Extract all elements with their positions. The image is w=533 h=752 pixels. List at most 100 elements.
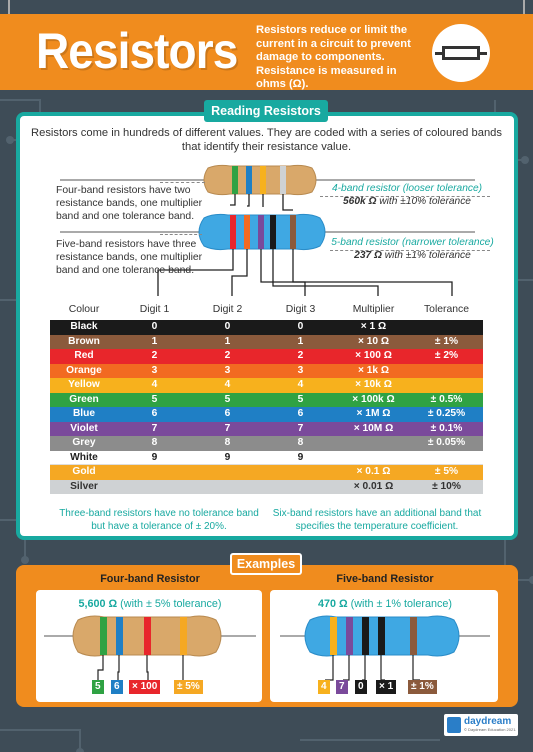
band-chip: 5 (92, 680, 104, 694)
digit-1-cell (118, 479, 191, 494)
table-row: Orange 3 3 3 × 1k Ω (50, 363, 483, 378)
colour-cell: Orange (50, 363, 118, 378)
colour-cell: Green (50, 392, 118, 407)
tolerance-cell (410, 320, 483, 335)
colour-cell: Red (50, 349, 118, 364)
header-digit-2: Digit 2 (212, 304, 243, 315)
digit-3-cell: 0 (264, 320, 337, 335)
digit-3-cell: 7 (264, 421, 337, 436)
hanger-hook-left (8, 0, 10, 16)
digit-1-cell (118, 465, 191, 480)
digit-3-cell: 4 (264, 378, 337, 393)
five-band-example-title: Five-band Resistor (336, 573, 434, 585)
digit-1-cell: 6 (118, 407, 191, 422)
tolerance-cell: ± 2% (410, 349, 483, 364)
digit-3-cell: 6 (264, 407, 337, 422)
five-band-example-value: 470 Ω (with ± 1% tolerance) (275, 598, 495, 610)
tolerance-cell (410, 378, 483, 393)
reading-intro: Resistors come in hundreds of different … (31, 127, 502, 153)
four-band-example-tolerance: (with ± 5% tolerance) (117, 598, 222, 610)
digit-1-cell: 0 (118, 320, 191, 335)
table-row: Blue 6 6 6 × 1M Ω ± 0.25% (50, 407, 483, 422)
five-band-pointer (160, 234, 202, 235)
header-multiplier: Multiplier (352, 304, 395, 315)
header-digit-3: Digit 3 (285, 304, 316, 315)
digit-1-cell: 2 (118, 349, 191, 364)
digit-2-cell: 9 (191, 450, 264, 465)
tolerance-cell: ± 1% (410, 334, 483, 349)
table-row: Black 0 0 0 × 1 Ω (50, 320, 483, 335)
digit-3-cell (264, 479, 337, 494)
examples-title: Examples (230, 553, 302, 575)
multiplier-cell: × 100k Ω (337, 392, 410, 407)
digit-2-cell: 0 (191, 320, 264, 335)
colour-cell: Gold (50, 465, 118, 480)
header-description: Resistors reduce or limit the current in… (256, 24, 411, 90)
table-row: Yellow 4 4 4 × 10k Ω (50, 378, 483, 393)
colour-cell: Silver (50, 479, 118, 494)
daydream-logo-icon (447, 717, 461, 733)
hanger-hook-right (523, 0, 525, 16)
four-band-callout: 4-band resistor (looser tolerance) 560k … (322, 182, 492, 208)
digit-3-cell: 8 (264, 436, 337, 451)
multiplier-cell: × 10 Ω (337, 334, 410, 349)
band-chip: × 1 (376, 680, 397, 694)
five-band-callout-title: 5-band resistor (narrower tolerance) (331, 237, 494, 248)
multiplier-cell: × 0.1 Ω (337, 465, 410, 480)
tolerance-cell: ± 0.05% (410, 436, 483, 451)
digit-2-cell: 7 (191, 421, 264, 436)
multiplier-cell (337, 436, 410, 451)
reading-resistors-title: Reading Resistors (204, 100, 328, 122)
table-row: Green 5 5 5 × 100k Ω ± 0.5% (50, 392, 483, 407)
band-chip: ± 5% (174, 680, 203, 694)
tolerance-cell: ± 0.5% (410, 392, 483, 407)
multiplier-cell: × 10k Ω (337, 378, 410, 393)
digit-2-cell: 8 (191, 436, 264, 451)
logo-copyright: © Daydream Education 2021. All rights re… (464, 727, 516, 732)
table-row: Silver × 0.01 Ω ± 10% (50, 479, 483, 494)
five-band-callout-rest: with ±1% tolerance (381, 250, 471, 261)
colour-cell: Violet (50, 421, 118, 436)
tolerance-cell (410, 450, 483, 465)
header-tolerance: Tolerance (423, 304, 470, 315)
four-band-callout-line (320, 196, 490, 197)
band-chip: ± 1% (408, 680, 437, 694)
band-chip: 6 (111, 680, 123, 694)
digit-2-cell: 6 (191, 407, 264, 422)
tolerance-cell (410, 363, 483, 378)
four-band-callout-value: 560k Ω (343, 196, 377, 207)
four-band-example-value: 5,600 Ω (with ± 5% tolerance) (40, 598, 260, 610)
multiplier-cell: × 1k Ω (337, 363, 410, 378)
digit-3-cell: 1 (264, 334, 337, 349)
logo-name: daydream (464, 716, 512, 727)
five-band-note: Five-band resistors have three resistanc… (56, 239, 203, 276)
colour-cell: Brown (50, 334, 118, 349)
band-chip: 0 (355, 680, 367, 694)
multiplier-cell: × 10M Ω (337, 421, 410, 436)
digit-2-cell (191, 465, 264, 480)
table-row: Grey 8 8 8 ± 0.05% (50, 436, 483, 451)
multiplier-cell: × 1 Ω (337, 320, 410, 335)
colour-code-table: Colour Digit 1 Digit 2 Digit 3 Multiplie… (50, 304, 483, 494)
digit-3-cell: 9 (264, 450, 337, 465)
digit-2-cell: 2 (191, 349, 264, 364)
table-header: Colour Digit 1 Digit 2 Digit 3 Multiplie… (50, 304, 483, 320)
header-digit-1: Digit 1 (139, 304, 170, 315)
five-band-callout: 5-band resistor (narrower tolerance) 237… (330, 236, 495, 262)
four-band-pointer (160, 182, 205, 183)
digit-2-cell: 1 (191, 334, 264, 349)
four-band-resistor-body (203, 164, 317, 196)
four-band-example-ohms: 5,600 Ω (78, 598, 118, 610)
digit-3-cell: 2 (264, 349, 337, 364)
three-band-foot: Three-band resistors have no tolerance b… (59, 508, 259, 532)
band-chip: 7 (336, 680, 348, 694)
tolerance-cell: ± 0.25% (410, 407, 483, 422)
table-row: White 9 9 9 (50, 450, 483, 465)
multiplier-cell: × 0.01 Ω (337, 479, 410, 494)
four-band-callout-title: 4-band resistor (looser tolerance) (331, 183, 483, 194)
page-title: Resistors (36, 23, 238, 79)
colour-cell: Grey (50, 436, 118, 451)
table-row: Gold × 0.1 Ω ± 5% (50, 465, 483, 480)
multiplier-cell (337, 450, 410, 465)
